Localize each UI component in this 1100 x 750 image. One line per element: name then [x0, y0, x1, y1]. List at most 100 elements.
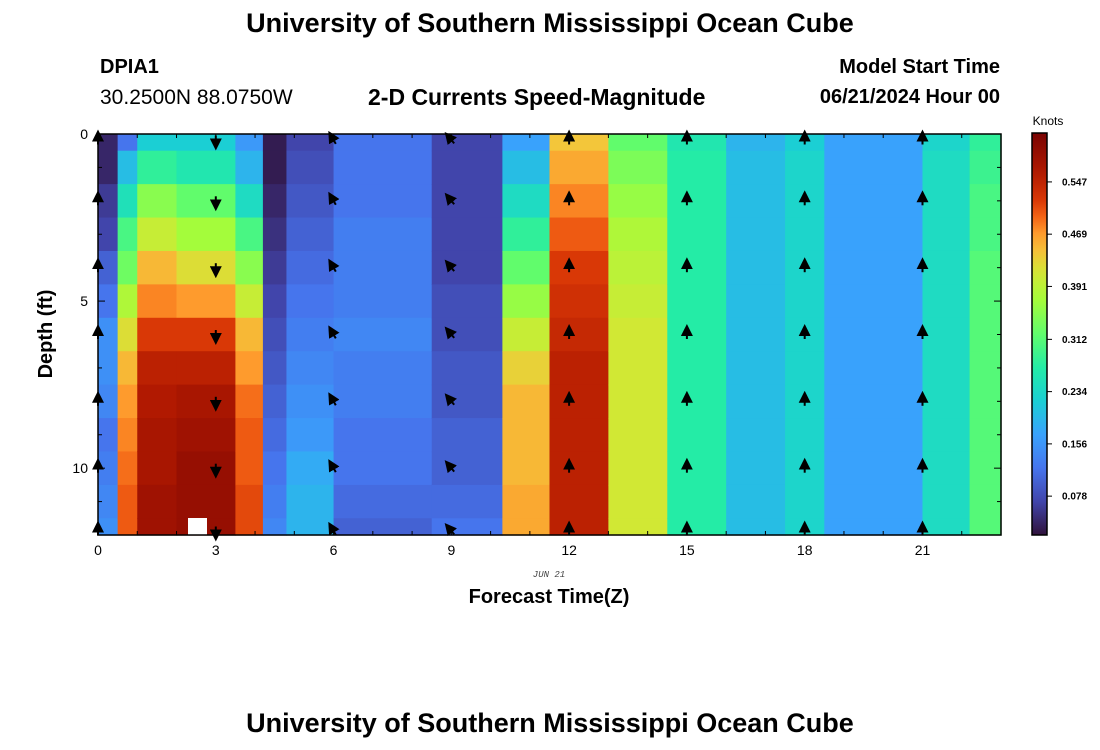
station-coords: 30.2500N 88.0750W: [100, 86, 293, 109]
heatmap-cell: [286, 418, 335, 453]
heatmap-cell: [431, 250, 503, 285]
heatmap: [98, 134, 1002, 536]
heatmap-cell: [922, 150, 971, 185]
y-axis: 0 5 10: [72, 126, 1001, 536]
heatmap-cell: [922, 384, 971, 419]
heatmap-cell: [726, 217, 786, 252]
heatmap-cell: [667, 134, 727, 152]
heatmap-cell: [176, 351, 237, 386]
heatmap-cell: [117, 518, 138, 536]
heatmap-cell: [667, 518, 727, 536]
heatmap-cell: [431, 217, 503, 252]
heatmap-cell: [431, 451, 503, 486]
x-tick-label: 15: [679, 542, 695, 558]
heatmap-cell: [502, 317, 551, 352]
heatmap-cell: [286, 134, 335, 152]
colorbar-tick-label: 0.547: [1062, 177, 1087, 188]
heatmap-cell: [262, 451, 288, 486]
y-tick-label: 5: [80, 293, 88, 309]
heatmap-cell: [262, 150, 288, 185]
heatmap-cell: [667, 384, 727, 419]
heatmap-cell: [824, 184, 924, 219]
heatmap-cell: [431, 184, 503, 219]
heatmap-cell: [117, 384, 138, 419]
heatmap-cell: [286, 217, 335, 252]
current-arrow: [444, 192, 457, 206]
heatmap-cell: [922, 351, 971, 386]
heatmap-cell: [117, 317, 138, 352]
x-tick-label: 9: [447, 542, 455, 558]
heatmap-cell: [235, 150, 264, 185]
heatmap-cell: [333, 184, 433, 219]
model-start-label: Model Start Time: [839, 56, 1000, 78]
current-arrow: [328, 325, 340, 339]
heatmap-cell: [117, 217, 138, 252]
heatmap-cell: [176, 150, 237, 185]
heatmap-cell: [98, 217, 119, 252]
heatmap-cell: [137, 250, 178, 285]
heatmap-cell: [969, 518, 1002, 536]
heatmap-cell: [286, 518, 335, 536]
heatmap-cell: [333, 217, 433, 252]
heatmap-cell: [824, 217, 924, 252]
heatmap-cell: [549, 217, 609, 252]
heatmap-cell: [726, 384, 786, 419]
main-title: University of Southern Mississippi Ocean…: [246, 8, 854, 38]
heatmap-cell: [824, 418, 924, 453]
heatmap-cell: [608, 134, 668, 152]
y-tick-label: 0: [80, 126, 88, 142]
heatmap-cell: [502, 351, 551, 386]
colorbar-unit-label: Knots: [1033, 114, 1064, 128]
heatmap-cell: [176, 250, 237, 285]
heatmap-cell: [235, 351, 264, 386]
heatmap-cell: [176, 134, 237, 152]
heatmap-cell: [117, 250, 138, 285]
heatmap-cell: [431, 484, 503, 519]
heatmap-cell: [333, 317, 433, 352]
heatmap-cell: [667, 418, 727, 453]
heatmap-cell: [117, 150, 138, 185]
heatmap-cell: [922, 451, 971, 486]
heatmap-cell: [922, 217, 971, 252]
heatmap-cell: [176, 184, 237, 219]
heatmap-cell: [235, 284, 264, 319]
x-tick-label: 0: [94, 542, 102, 558]
heatmap-cell: [431, 384, 503, 419]
heatmap-cell: [117, 451, 138, 486]
heatmap-cell: [608, 384, 668, 419]
heatmap-cell: [969, 217, 1002, 252]
heatmap-cell: [922, 317, 971, 352]
heatmap-cell: [824, 484, 924, 519]
heatmap-cell: [667, 317, 727, 352]
heatmap-cell: [502, 250, 551, 285]
current-arrow: [328, 459, 340, 473]
colorbar-tick-label: 0.469: [1062, 230, 1087, 241]
heatmap-cell: [502, 384, 551, 419]
heatmap-cell: [98, 518, 119, 536]
heatmap-cell: [431, 317, 503, 352]
heatmap-cell: [824, 284, 924, 319]
heatmap-cell: [549, 418, 609, 453]
heatmap-cell: [333, 418, 433, 453]
heatmap-cell: [98, 351, 119, 386]
missing-data-cell: [188, 518, 207, 535]
x-tick-label: 3: [212, 542, 220, 558]
heatmap-cell: [549, 317, 609, 352]
heatmap-cell: [286, 384, 335, 419]
heatmap-cell: [262, 351, 288, 386]
heatmap-cell: [176, 451, 237, 486]
heatmap-cell: [502, 484, 551, 519]
heatmap-cell: [726, 250, 786, 285]
station-id: DPIA1: [100, 56, 159, 78]
heatmap-cell: [667, 217, 727, 252]
heatmap-cell: [969, 150, 1002, 185]
colorbar-tick-label: 0.156: [1062, 439, 1087, 450]
heatmap-cell: [608, 351, 668, 386]
heatmap-cell: [502, 184, 551, 219]
heatmap-cell: [286, 351, 335, 386]
heatmap-cell: [667, 451, 727, 486]
heatmap-cell: [137, 217, 178, 252]
heatmap-cell: [667, 150, 727, 185]
heatmap-cell: [667, 184, 727, 219]
heatmap-cell: [824, 451, 924, 486]
